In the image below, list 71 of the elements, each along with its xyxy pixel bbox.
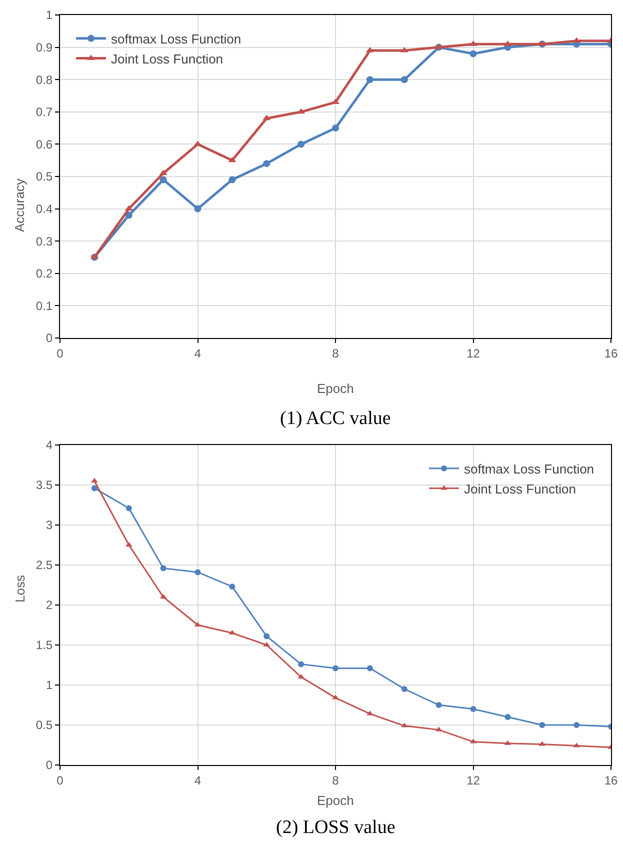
y-tick-label: 0 bbox=[46, 331, 53, 346]
legend-label: Joint Loss Function bbox=[464, 481, 576, 496]
y-tick-label: 0.4 bbox=[36, 202, 53, 216]
y-tick-label: 0.5 bbox=[36, 718, 53, 732]
point bbox=[229, 584, 236, 590]
x-tick-label: 16 bbox=[604, 773, 618, 788]
point bbox=[572, 37, 581, 43]
legend-label: softmax Loss Function bbox=[111, 31, 242, 46]
y-tick-label: 1.5 bbox=[36, 638, 53, 652]
y-tick-label: 0.1 bbox=[36, 298, 53, 313]
y-tick-label: 0 bbox=[46, 758, 53, 772]
point bbox=[366, 665, 373, 672]
y-axis-title: Loss bbox=[12, 574, 28, 602]
x-tick-label: 0 bbox=[56, 346, 64, 360]
y-tick-label: 1 bbox=[46, 8, 53, 22]
legend-label: softmax Loss Function bbox=[464, 461, 594, 476]
point bbox=[160, 565, 166, 572]
point bbox=[194, 205, 202, 212]
y-tick-label: 3 bbox=[46, 518, 53, 532]
x-tick-label: 8 bbox=[332, 773, 340, 788]
point bbox=[228, 176, 236, 184]
x-tick-label: 12 bbox=[466, 346, 480, 360]
text: (1) ACC value bbox=[280, 408, 391, 429]
y-axis-title: Accuracy bbox=[12, 178, 27, 232]
point bbox=[124, 205, 133, 211]
point bbox=[264, 633, 270, 640]
point bbox=[436, 702, 442, 708]
y-tick-label: 0.6 bbox=[36, 137, 53, 152]
y-tick-label: 2 bbox=[46, 598, 53, 612]
y-tick-label: 2.5 bbox=[36, 558, 53, 572]
x-tick-label: 16 bbox=[604, 346, 618, 360]
x-axis-title: Epoch bbox=[317, 793, 354, 808]
y-tick-label: 0.5 bbox=[36, 170, 53, 184]
text: (2) LOSS value bbox=[276, 817, 396, 838]
x-tick-label: 8 bbox=[332, 346, 340, 360]
point bbox=[263, 160, 270, 168]
x-tick-label: 4 bbox=[194, 346, 202, 360]
point bbox=[332, 694, 339, 700]
y-tick-label: 0.9 bbox=[36, 40, 53, 54]
y-tick-label: 1 bbox=[46, 678, 53, 692]
y-tick-label: 4 bbox=[46, 438, 53, 452]
point bbox=[332, 124, 339, 132]
point bbox=[298, 661, 304, 668]
y-tick-label: 0.2 bbox=[36, 266, 53, 281]
y-tick-label: 3.5 bbox=[36, 478, 53, 492]
point bbox=[298, 140, 305, 148]
point bbox=[194, 569, 201, 576]
x-tick-label: 12 bbox=[466, 773, 480, 788]
legend-label: Joint Loss Function bbox=[111, 51, 224, 66]
point bbox=[332, 665, 338, 672]
point bbox=[126, 505, 132, 512]
y-tick-label: 0.7 bbox=[36, 105, 53, 120]
point bbox=[400, 76, 408, 84]
point bbox=[297, 108, 306, 114]
point bbox=[401, 686, 408, 692]
point bbox=[159, 170, 168, 176]
x-tick-label: 4 bbox=[194, 773, 202, 788]
x-axis-title: Epoch bbox=[317, 381, 354, 396]
point bbox=[366, 76, 374, 84]
x-tick-label: 0 bbox=[56, 773, 64, 788]
point bbox=[470, 706, 476, 712]
point bbox=[91, 485, 98, 492]
point bbox=[262, 114, 271, 120]
point bbox=[228, 156, 236, 162]
point bbox=[539, 722, 546, 728]
point bbox=[470, 50, 477, 58]
point bbox=[574, 722, 580, 728]
y-tick-label: 0.3 bbox=[36, 234, 53, 248]
point bbox=[160, 176, 167, 184]
point bbox=[504, 714, 511, 720]
y-tick-label: 0.8 bbox=[36, 72, 53, 87]
